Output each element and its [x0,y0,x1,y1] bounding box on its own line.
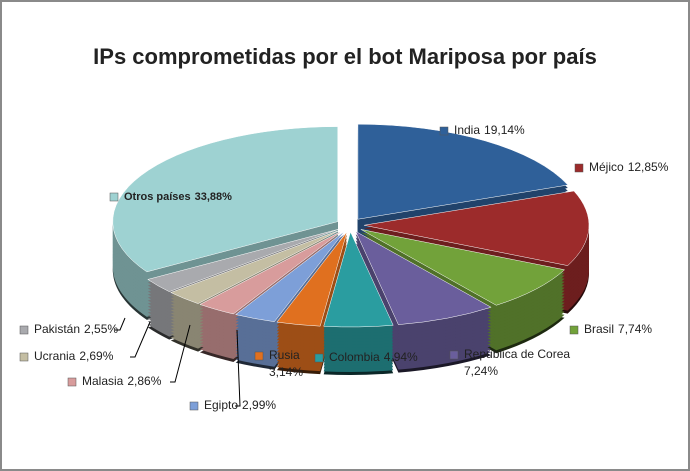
value-label: 4,94% [384,350,418,364]
slice [112,126,339,273]
slice [363,190,590,266]
legend-swatch [19,325,29,335]
leader-line [130,321,151,358]
legend-swatch [109,192,119,202]
value-label: 7,74% [618,322,652,336]
legend-swatch [439,126,449,136]
slice-label: Otros países 33,88% [124,191,232,203]
value-label: 2,99% [242,398,276,412]
slice [199,230,343,315]
legend-swatch [254,351,264,361]
legend-swatch [314,353,324,363]
category-label: Colombia [329,350,380,364]
category-label: Otros países [124,191,191,203]
slice [170,229,341,304]
slice-label: Malasia 2,86% [82,374,162,388]
category-label: Pakistán [34,322,80,336]
slice [276,231,348,327]
value-label: 12,85% [628,160,669,174]
slice [323,231,394,328]
slice [357,123,569,220]
slice-label: Méjico 12,85% [589,160,669,174]
category-label: Rusia [269,348,300,362]
value-label: 33,88% [195,191,233,203]
category-label: India [454,123,480,137]
category-label: Brasil [584,322,614,336]
legend-swatch [569,325,579,335]
pie [112,123,590,375]
legend-swatch [67,377,77,387]
leader-line [170,324,191,383]
category-label: Egipto [204,398,238,412]
leader-line [115,317,126,331]
slice-label: Brasil 7,74% [584,322,652,336]
value-label: 2,55% [84,322,118,336]
value-label: 19,14% [484,123,525,137]
slice-label: India 19,14% [454,123,525,137]
value-label: 7,24% [464,364,498,378]
slice-label: Colombia 4,94% [329,350,418,364]
chart-title: IPs comprometidas por el bot Mariposa po… [93,44,597,69]
category-label: Ucrania [34,349,76,363]
slice-label: Ucrania 2,69% [34,349,114,363]
legend-swatch [449,350,459,360]
legend-swatch [189,401,199,411]
category-label: Méjico [589,160,624,174]
slice [235,231,345,322]
slice-label: Egipto 2,99% [204,398,276,412]
legend-swatch [574,163,584,173]
slice [355,230,492,325]
value-label: 3,14% [269,365,303,379]
slice [147,228,339,292]
slice-label: Pakistán 2,55% [34,322,118,336]
legend-swatch [19,352,29,362]
value-label: 2,69% [79,349,113,363]
value-label: 2,86% [127,374,161,388]
category-label: República de Corea [464,347,570,361]
slice [360,229,566,306]
labels: India 19,14% Méjico 12,85% Brasil 7,74% Repúbl… [19,123,669,412]
category-label: Malasia [82,374,124,388]
leader-line [235,329,241,407]
